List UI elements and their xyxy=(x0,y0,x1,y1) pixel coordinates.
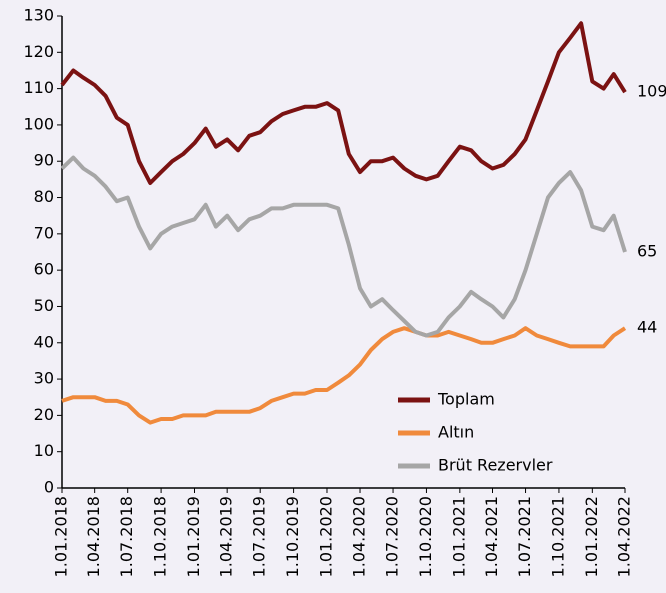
x-tick-label: 1.04.2021 xyxy=(482,496,501,577)
y-tick-label: 20 xyxy=(34,405,54,424)
y-tick-label: 90 xyxy=(34,151,54,170)
y-tick-label: 10 xyxy=(34,441,54,460)
y-tick-label: 40 xyxy=(34,332,54,351)
x-tick-label: 1.07.2020 xyxy=(383,496,402,577)
y-tick-label: 100 xyxy=(23,114,54,133)
legend-label: Altın xyxy=(438,423,474,442)
x-tick-label: 1.07.2018 xyxy=(117,496,136,577)
legend-label: Toplam xyxy=(437,390,495,409)
end-label: 65 xyxy=(637,242,657,261)
x-tick-label: 1.04.2018 xyxy=(84,496,103,577)
y-tick-label: 130 xyxy=(23,6,54,25)
x-tick-label: 1.04.2020 xyxy=(350,496,369,577)
x-tick-label: 1.07.2019 xyxy=(250,496,269,577)
end-label: 44 xyxy=(637,318,657,337)
x-tick-label: 1.04.2019 xyxy=(217,496,236,577)
x-tick-label: 1.10.2018 xyxy=(151,496,170,577)
y-tick-label: 110 xyxy=(23,78,54,97)
y-tick-label: 80 xyxy=(34,187,54,206)
x-tick-label: 1.01.2020 xyxy=(316,496,335,577)
series-line xyxy=(60,155,627,338)
x-tick-label: 1.10.2021 xyxy=(548,496,567,577)
x-tick-label: 1.01.2022 xyxy=(582,496,601,577)
y-tick-label: 30 xyxy=(34,369,54,388)
x-tick-label: 1.01.2021 xyxy=(449,496,468,577)
x-tick-label: 1.04.2022 xyxy=(615,496,634,577)
y-tick-label: 60 xyxy=(34,260,54,279)
y-tick-label: 50 xyxy=(34,296,54,315)
legend-label: Brüt Rezervler xyxy=(438,456,553,475)
x-tick-label: 1.01.2018 xyxy=(52,496,71,577)
end-label: 109 xyxy=(637,82,666,101)
x-tick-label: 1.10.2020 xyxy=(416,496,435,577)
x-tick-label: 1.01.2019 xyxy=(184,496,203,577)
x-tick-label: 1.07.2021 xyxy=(515,496,534,577)
y-tick-label: 70 xyxy=(34,223,54,242)
y-tick-label: 0 xyxy=(44,478,54,497)
series-line xyxy=(61,326,627,425)
x-tick-label: 1.10.2019 xyxy=(283,496,302,577)
y-tick-label: 120 xyxy=(23,42,54,61)
series-line xyxy=(60,21,627,185)
